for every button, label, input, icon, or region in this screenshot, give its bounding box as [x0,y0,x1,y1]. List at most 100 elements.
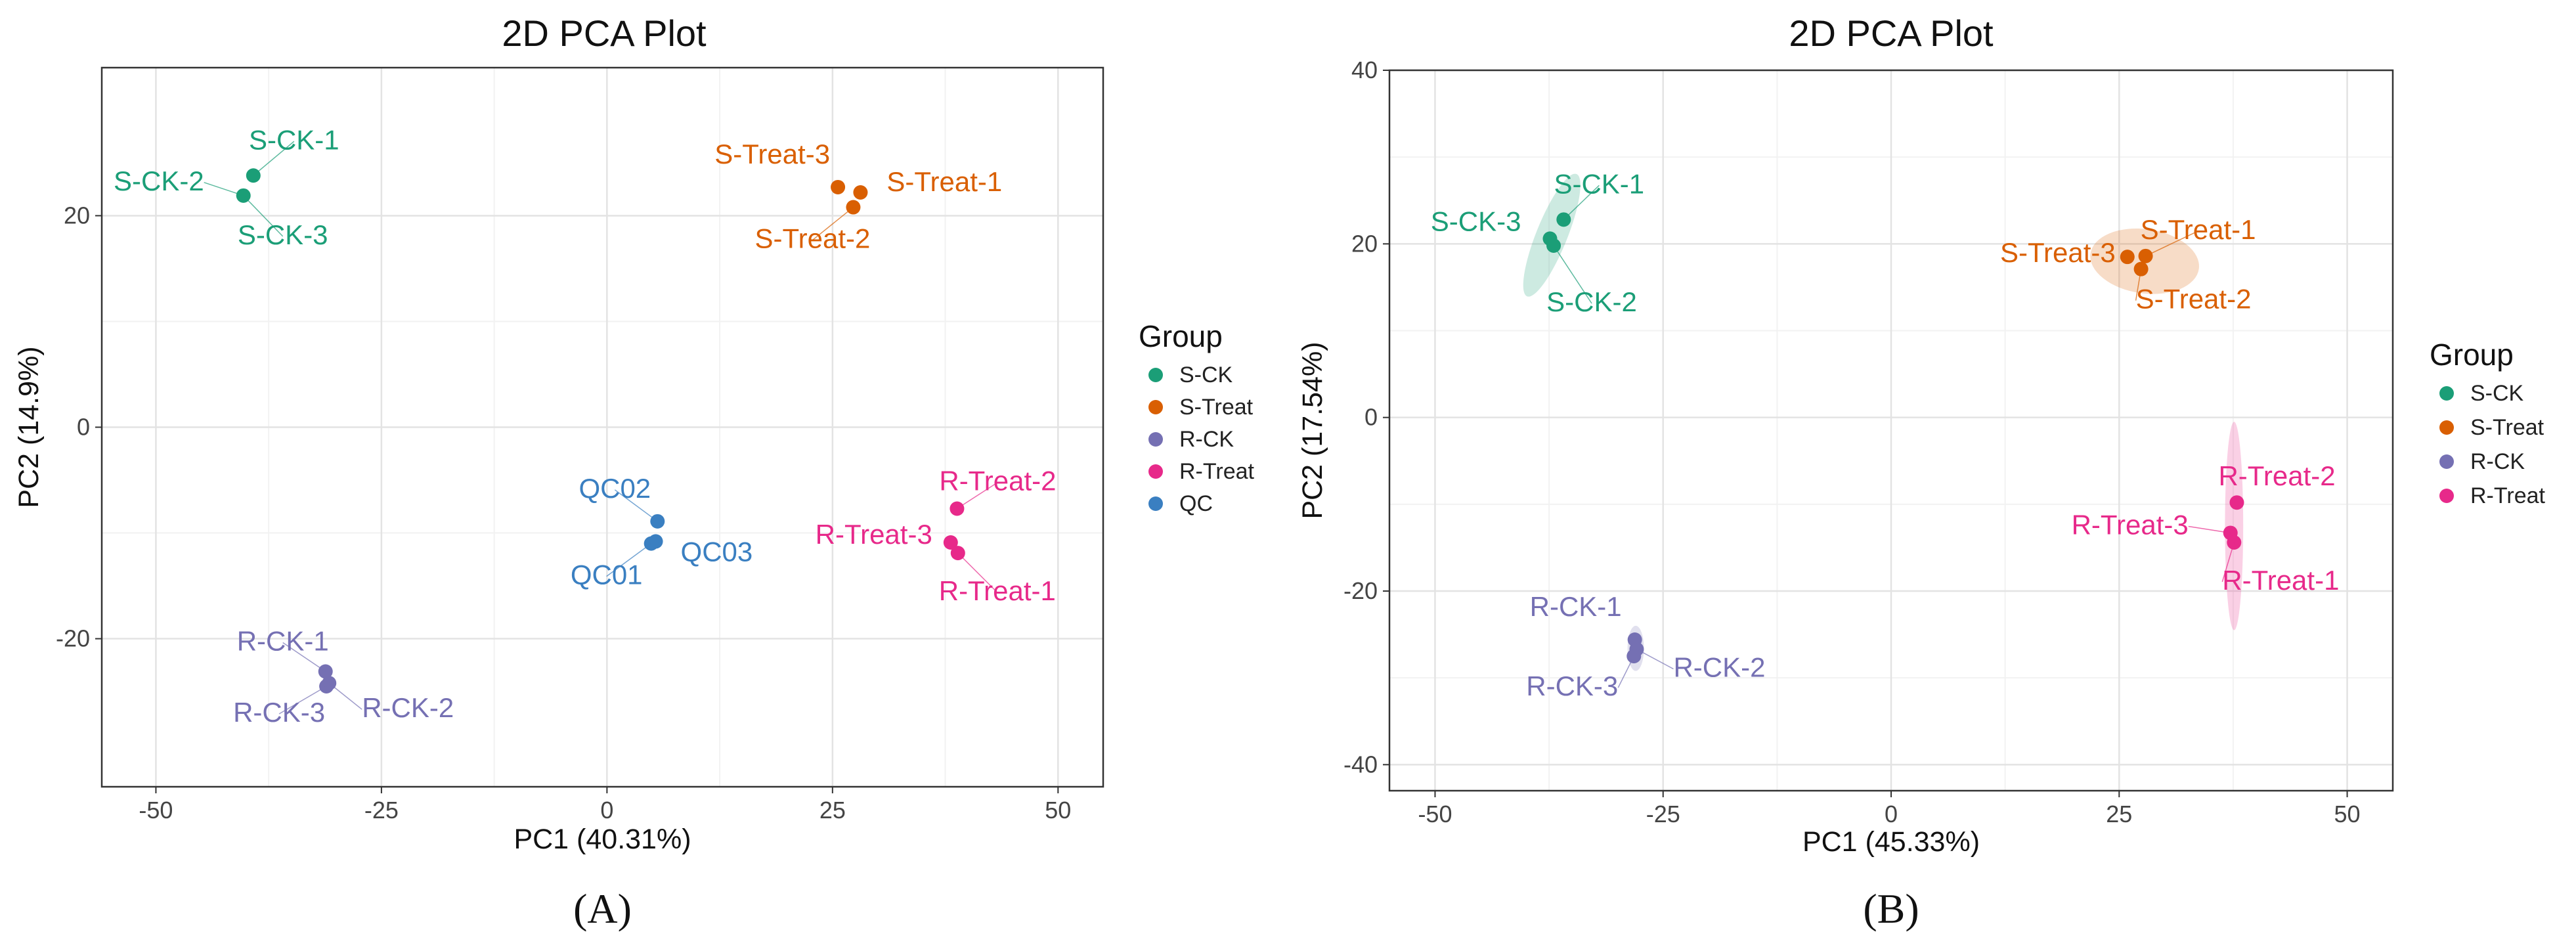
legend-swatch-s-treat [2439,420,2454,435]
label-leader [957,552,998,593]
x-tick-label: 50 [1045,797,1071,824]
label-leader [243,195,284,237]
legend-entry-r-ck: R-CK [2470,449,2525,474]
x-tick-label: -50 [139,797,173,824]
x-axis-title: PC1 (40.31%) [513,824,691,855]
gridlines [102,68,1103,787]
axes: -50 -25 0 25 50 -20 0 20 [56,202,1071,824]
x-tick-label: 25 [819,797,846,824]
point-label: R-CK-1 [1530,591,1622,622]
point-label: R-Treat-1 [2222,565,2339,596]
point-label: S-Treat-2 [755,223,871,254]
x-tick-label: 0 [600,797,613,824]
y-axis-title: PC2 (17.54%) [1297,341,1328,519]
x-tick-label: 0 [1885,801,1898,827]
point-label: S-CK-1 [249,124,339,155]
legend-swatch-s-ck [2439,386,2454,401]
panel-label: (A) [573,885,632,932]
point-r-treat-2 [2229,495,2244,510]
chart-title: 2D PCA Plot [502,12,707,54]
label-leader [2188,525,2231,534]
legend-title: Group [2430,338,2514,372]
legend-swatch-s-treat [1148,400,1163,414]
legend-entry-s-ck: S-CK [1179,363,1233,387]
label-leader [614,489,658,522]
point-label: R-CK-3 [1526,671,1618,701]
legend-entry-s-treat: S-Treat [1179,395,1254,420]
point-label: S-CK-2 [1546,286,1637,317]
y-axis-title: PC2 (14.9%) [13,346,45,508]
legend-title: Group [1139,319,1223,353]
y-tick-label: -20 [56,625,90,652]
point-labels: S-CK-1 S-CK-2 S-CK-3 S-Treat-3 S-Treat-1 S-Tr… [114,124,1057,728]
point-r-ck-1 [318,664,333,679]
point-label: S-CK-2 [114,165,204,196]
point-label: QC03 [681,536,753,567]
legend: Group S-CK S-Treat R-CK R-Treat [2430,338,2546,508]
point-s-treat-1 [853,185,868,200]
x-tick-label: -25 [1646,801,1680,827]
legend: Group S-CK S-Treat R-CK R-Treat QC [1139,319,1255,516]
legend-swatch-s-ck [1148,368,1163,382]
confidence-ellipse-r-treat [2225,422,2244,630]
y-tick-label: -20 [1343,577,1378,604]
legend-swatch-r-treat [1148,464,1163,479]
legend-entry-s-ck: S-CK [2470,381,2524,406]
point-label: S-CK-1 [1554,168,1644,199]
x-tick-label: 25 [2106,801,2132,827]
label-leader [812,206,854,241]
point-r-treat-3 [943,535,958,550]
label-leader [204,182,244,196]
point-label: R-CK-1 [237,625,329,656]
point-s-treat-3 [2120,250,2135,265]
axes: -50 -25 0 25 50 -40 -20 0 20 40 [1343,56,2361,827]
legend-swatch-qc [1148,496,1163,511]
label-leader [328,682,362,710]
y-tick-label: 20 [64,202,90,229]
legend-entry-r-treat: R-Treat [1179,459,1255,484]
x-tick-label: -50 [1418,801,1452,827]
point-label: R-CK-2 [1673,652,1765,683]
legend-entry-r-treat: R-Treat [2470,483,2546,508]
label-leader [1636,648,1674,670]
label-leader [1563,185,1600,220]
point-label: R-Treat-3 [816,519,932,550]
point-label: R-Treat-2 [2218,460,2335,491]
panel-b: 2D PCA Plot -50 -25 0 25 50 -40 -20 0 20 40 PC1 (45… [1297,12,2546,932]
point-label: S-Treat-3 [714,139,830,169]
panel-a: 2D PCA Plot -50 -25 0 25 50 -20 0 20 PC1 (40.31%)… [13,12,1255,932]
label-leader [2135,269,2142,301]
x-tick-label: -25 [364,797,399,824]
label-leader [282,642,326,672]
legend-swatch-r-treat [2439,489,2454,503]
label-leader [278,686,327,715]
point-label: R-CK-2 [362,692,454,723]
panel-label: (B) [1863,885,1919,932]
point-label: R-Treat-3 [2072,509,2189,540]
x-axis-title: PC1 (45.33%) [1802,826,1980,858]
point-label: S-CK-3 [1431,206,1521,236]
point-s-treat-3 [831,179,846,194]
point-label: QC02 [579,473,651,504]
point-labels: S-CK-1 S-CK-3 S-CK-2 S-Treat-3 S-Treat-1 S-Tr… [1431,168,2340,701]
legend-entry-s-treat: S-Treat [2470,415,2544,440]
label-leader [2145,231,2198,257]
y-tick-label: -40 [1343,751,1378,778]
point-label: S-Treat-3 [2000,237,2116,268]
label-leader [2221,542,2235,583]
y-tick-label: 20 [1351,230,1378,257]
point-label: S-Treat-2 [2136,284,2252,315]
label-leader [957,481,998,510]
x-tick-label: 50 [2334,801,2361,827]
point-label: S-Treat-1 [886,166,1002,197]
chart-title: 2D PCA Plot [1789,12,1994,54]
y-tick-label: 0 [77,414,90,441]
label-leader [1617,655,1634,688]
point-label: R-Treat-2 [939,465,1056,496]
label-leader [606,543,652,577]
legend-swatch-r-ck [2439,454,2454,469]
y-tick-label: 0 [1364,404,1378,431]
label-leader [1553,245,1592,304]
point-label: S-Treat-1 [2141,214,2256,245]
